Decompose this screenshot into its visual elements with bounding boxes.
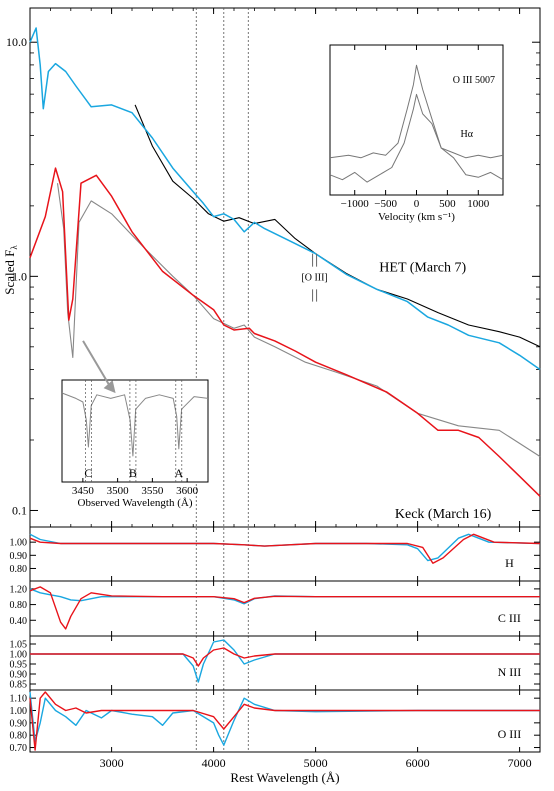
series-line	[29, 27, 541, 371]
feature-label: B	[129, 466, 137, 480]
velocity-x-tick-label: 0	[414, 198, 420, 210]
arrow-shaft	[82, 340, 113, 390]
main-y-tick-label: 10.0	[6, 35, 27, 49]
subpanel-frame	[29, 635, 541, 691]
velocity-x-label: Velocity (km s⁻¹)	[378, 211, 455, 223]
subpanel-y-tick-label: 1.20	[10, 584, 28, 595]
subpanel-y-tick-label: 1.05	[10, 640, 28, 651]
series-line	[29, 167, 541, 497]
subpanel-frame	[29, 526, 541, 582]
feature-label: C	[84, 466, 92, 480]
wavelength-x-tick-label: 3500	[107, 485, 130, 497]
wavelength-x-tick-label: 3600	[176, 485, 199, 497]
subpanel-y-tick-label: 0.95	[10, 660, 28, 671]
velocity-halpha-label: Hα	[461, 129, 474, 140]
wavelength-series-line	[61, 392, 209, 457]
y-axis-label: Scaled Fλ	[2, 245, 19, 295]
subpanel-y-tick-label: 0.85	[10, 680, 28, 691]
velocity-series-line	[329, 64, 504, 159]
subpanel-series-line	[29, 586, 540, 630]
x-tick-label: 5000	[304, 756, 328, 770]
x-tick-label: 3000	[100, 756, 124, 770]
subpanel-series-line	[29, 533, 541, 562]
subpanel-series-line	[30, 647, 540, 667]
oiii-label: [O III]	[301, 272, 327, 283]
velocity-oiii-label: O III 5007	[453, 75, 495, 86]
subpanel-series-line	[29, 691, 540, 746]
subpanel-label: H	[505, 556, 514, 570]
x-axis-label: Rest Wavelength (Å)	[230, 770, 339, 785]
wavelength-x-label: Observed Wavelength (Å)	[78, 497, 193, 509]
subpanel-y-tick-label: 0.90	[10, 551, 28, 562]
subpanel-y-tick-label: 1.00	[10, 706, 28, 717]
subpanel-y-tick-label: 0.80	[10, 564, 28, 575]
velocity-x-tick-label: −1000	[341, 198, 370, 210]
subpanel-label: C III	[498, 611, 521, 625]
subpanel-y-tick-label: 0.90	[10, 670, 28, 681]
velocity-x-tick-label: −500	[374, 198, 397, 210]
velocity-x-tick-label: 1000	[467, 198, 490, 210]
wavelength-x-tick-label: 3550	[141, 485, 164, 497]
subpanel-series-line	[30, 639, 540, 683]
subpanel-y-tick-label: 0.80	[10, 600, 28, 611]
subpanel-label: N III	[498, 665, 522, 679]
keck-label: Keck (March 16)	[395, 507, 492, 522]
x-tick-label: 4000	[202, 756, 226, 770]
subpanel-frame	[29, 689, 541, 753]
main-y-tick-label: 0.1	[12, 503, 27, 517]
x-tick-label: 7000	[508, 756, 532, 770]
subpanel-frame	[29, 580, 541, 637]
subpanel-label: O III	[498, 727, 522, 741]
subpanel-y-tick-label: 0.90	[10, 718, 28, 729]
subpanel-y-tick-label: 1.00	[10, 650, 28, 661]
wavelength-inset-frame	[61, 379, 209, 483]
subpanel-series-line	[29, 533, 541, 564]
subpanel-series-line	[29, 691, 540, 751]
subpanel-y-tick-label: 1.10	[10, 694, 28, 705]
het-label: HET (March 7)	[379, 260, 466, 275]
subpanel-y-tick-label: 0.40	[10, 616, 28, 627]
x-tick-label: 6000	[406, 756, 430, 770]
wavelength-x-tick-label: 3450	[72, 485, 95, 497]
main-y-tick-label: 1.0	[12, 269, 27, 283]
velocity-x-tick-label: 500	[439, 198, 456, 210]
feature-label: A	[174, 466, 183, 480]
series-line	[134, 104, 541, 348]
velocity-series-line	[329, 93, 504, 183]
subpanel-y-tick-label: 1.00	[10, 538, 28, 549]
arrow-head	[103, 380, 116, 394]
velocity-inset-frame	[329, 44, 504, 196]
subpanel-y-tick-label: 0.70	[10, 743, 28, 754]
subpanel-y-tick-label: 0.80	[10, 731, 28, 742]
